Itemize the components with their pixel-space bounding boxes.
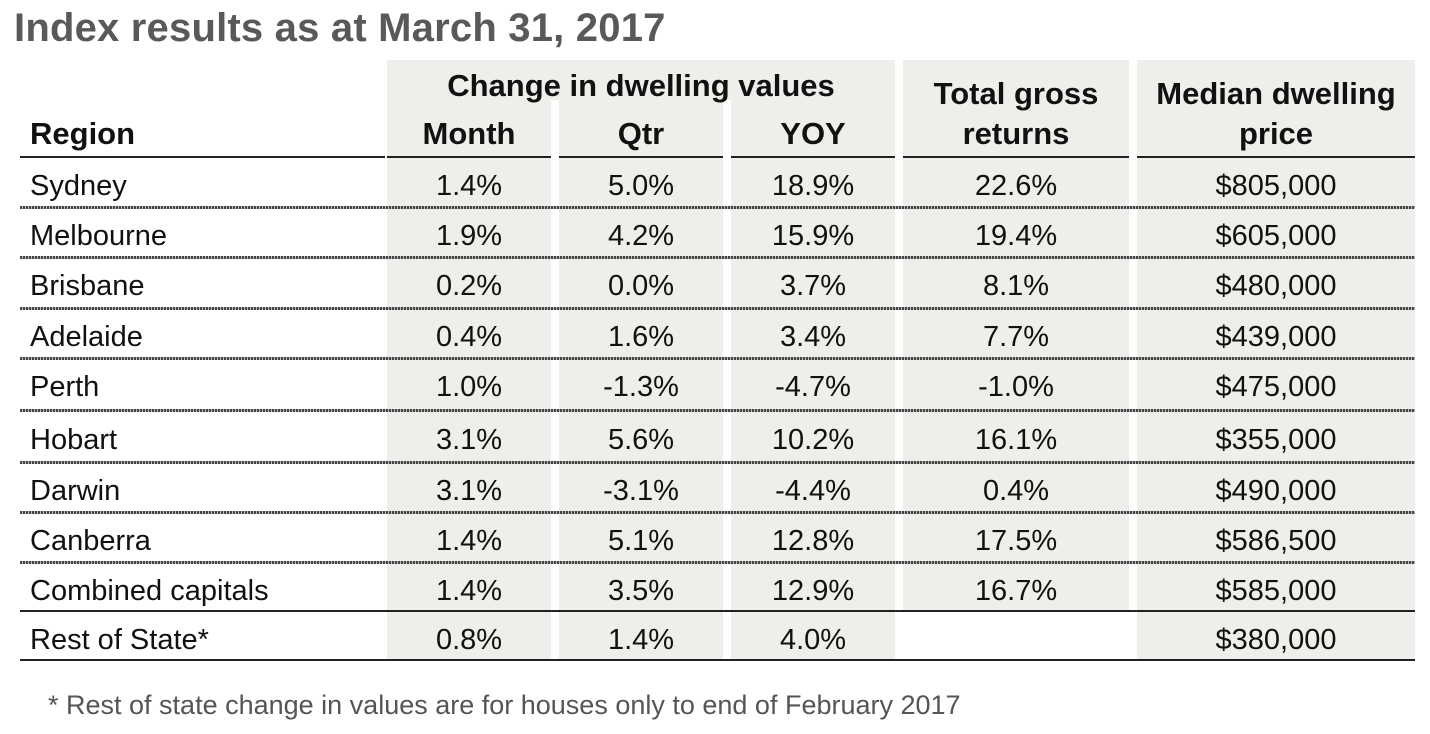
header-rule-qtr [559,156,723,158]
table-cell-yoy: 4.0% [779,624,847,656]
table-cell-region: Sydney [30,170,127,202]
table-cell-region: Combined capitals [30,575,269,607]
table-cell-yoy: 3.7% [779,270,847,302]
table-cell-median: $586,500 [1215,525,1337,557]
table-cell-month: 1.4% [435,575,503,607]
row-divider [20,561,1415,564]
row-divider [20,461,1415,464]
table-cell-qtr: 5.6% [607,424,675,456]
table-cell-yoy: 18.9% [771,170,855,202]
table-cell-qtr: 4.2% [607,220,675,252]
table-cell-total: 8.1% [982,270,1050,302]
table-cell-qtr: 3.5% [607,575,675,607]
shade-month [387,60,551,660]
table-cell-qtr: -3.1% [603,475,679,507]
table-cell-total: 19.4% [974,220,1058,252]
table-cell-qtr: 1.4% [607,624,675,656]
table-cell-yoy: -4.7% [775,371,851,403]
header-rule-median [1137,156,1415,158]
table-cell-month: 3.1% [435,424,503,456]
header-median-line1: Median dwelling [1156,76,1396,111]
table-cell-qtr: 1.6% [607,321,675,353]
table-cell-qtr: 5.0% [607,170,675,202]
header-rule-region [20,156,385,158]
row-divider [20,206,1415,209]
shade-total [903,60,1129,610]
combined-rule [20,610,1415,612]
table-cell-median: $490,000 [1215,475,1337,507]
table-cell-region: Canberra [30,525,151,557]
footnote: * Rest of state change in values are for… [48,690,961,720]
header-rule-yoy [731,156,895,158]
table-cell-yoy: 12.8% [771,525,855,557]
table-cell-yoy: -4.4% [775,475,851,507]
header-total-line2: returns [962,116,1070,151]
row-divider [20,409,1415,412]
shade-median [1137,60,1415,660]
table-cell-month: 1.4% [435,170,503,202]
table-cell-month: 1.4% [435,525,503,557]
header-group: Change in dwelling values [447,68,835,103]
table-cell-total: -1.0% [978,371,1054,403]
table-cell-month: 0.2% [435,270,503,302]
table-cell-median: $355,000 [1215,424,1337,456]
table-cell-median: $805,000 [1215,170,1337,202]
table-cell-region: Adelaide [30,321,143,353]
table-cell-total: 17.5% [974,525,1058,557]
table-cell-month: 1.0% [435,371,503,403]
header-qtr: Qtr [617,116,665,151]
row-divider [20,307,1415,310]
table-cell-region: Perth [30,371,100,403]
table-cell-yoy: 12.9% [771,575,855,607]
table-cell-qtr: 0.0% [607,270,675,302]
table-cell-region: Hobart [30,424,118,456]
table-cell-qtr: 5.1% [607,525,675,557]
table-cell-month: 0.8% [435,624,503,656]
header-median-line2: price [1238,116,1314,151]
table-cell-month: 1.9% [435,220,503,252]
table-cell-total [903,620,1129,660]
table-cell-median: $475,000 [1215,371,1337,403]
table-cell-region: Brisbane [30,270,145,302]
header-rule-month [387,156,551,158]
row-divider [20,256,1415,259]
table-cell-total: 16.1% [974,424,1058,456]
table-cell-median: $605,000 [1215,220,1337,252]
header-month: Month [422,116,516,151]
row-divider [20,357,1415,360]
page-title: Index results as at March 31, 2017 [14,6,666,50]
table-cell-median: $480,000 [1215,270,1337,302]
table-cell-yoy: 15.9% [771,220,855,252]
table-cell-total: 22.6% [974,170,1058,202]
header-yoy: YOY [780,116,846,151]
table-cell-median: $439,000 [1215,321,1337,353]
header-total-line1: Total gross [933,76,1099,111]
shade-group-band [387,60,895,100]
table-bottom-rule [20,659,1415,661]
table-cell-month: 3.1% [435,475,503,507]
table-cell-region: Darwin [30,475,121,507]
shade-qtr [559,98,723,660]
table-cell-region: Rest of State* [30,624,209,656]
table-cell-median: $380,000 [1215,624,1337,656]
table-cell-yoy: 10.2% [771,424,855,456]
row-divider [20,511,1415,514]
table-cell-total: 16.7% [974,575,1058,607]
header-region: Region [30,116,136,151]
table-cell-total: 7.7% [982,321,1050,353]
table-cell-yoy: 3.4% [779,321,847,353]
table-cell-region: Melbourne [30,220,168,252]
table-cell-qtr: -1.3% [603,371,679,403]
table-cell-median: $585,000 [1215,575,1337,607]
table-cell-month: 0.4% [435,321,503,353]
shade-yoy [731,98,895,660]
table-cell-total: 0.4% [982,475,1050,507]
header-rule-total [903,156,1129,158]
